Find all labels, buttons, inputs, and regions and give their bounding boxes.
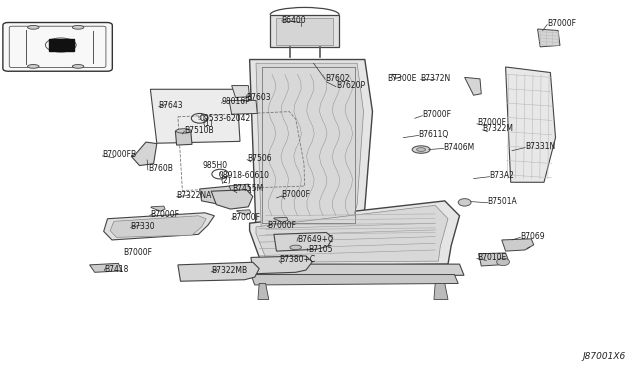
Circle shape bbox=[458, 199, 471, 206]
Text: B73A2: B73A2 bbox=[490, 171, 515, 180]
Text: B7406M: B7406M bbox=[444, 143, 475, 152]
Ellipse shape bbox=[28, 65, 39, 68]
Ellipse shape bbox=[72, 65, 84, 68]
Text: 08918-60610: 08918-60610 bbox=[218, 171, 269, 180]
Ellipse shape bbox=[28, 25, 39, 29]
Polygon shape bbox=[229, 184, 251, 195]
Text: B7643: B7643 bbox=[159, 101, 183, 110]
Text: B7501A: B7501A bbox=[488, 197, 517, 206]
Polygon shape bbox=[506, 67, 556, 182]
Polygon shape bbox=[90, 263, 122, 272]
Text: B7418: B7418 bbox=[104, 265, 129, 274]
Polygon shape bbox=[256, 205, 448, 262]
Text: B7380+C: B7380+C bbox=[279, 255, 315, 264]
Polygon shape bbox=[270, 15, 339, 46]
FancyBboxPatch shape bbox=[3, 22, 113, 71]
Text: B7620P: B7620P bbox=[336, 81, 365, 90]
Polygon shape bbox=[175, 131, 192, 145]
Polygon shape bbox=[251, 256, 312, 274]
Polygon shape bbox=[465, 77, 481, 95]
Text: B7322NA: B7322NA bbox=[177, 191, 212, 200]
Text: B7000FB: B7000FB bbox=[102, 150, 136, 159]
Polygon shape bbox=[250, 201, 460, 266]
Polygon shape bbox=[538, 29, 560, 47]
Polygon shape bbox=[229, 100, 257, 114]
Text: B7000F: B7000F bbox=[282, 190, 310, 199]
Polygon shape bbox=[258, 283, 269, 299]
Polygon shape bbox=[251, 275, 458, 285]
Text: 09533-62042: 09533-62042 bbox=[200, 114, 251, 123]
Polygon shape bbox=[250, 60, 372, 231]
Polygon shape bbox=[131, 142, 157, 166]
Polygon shape bbox=[256, 63, 364, 226]
Polygon shape bbox=[274, 217, 288, 222]
Text: B7000F: B7000F bbox=[150, 210, 179, 219]
Text: B7322M: B7322M bbox=[483, 124, 513, 133]
Polygon shape bbox=[243, 264, 464, 277]
Text: (2): (2) bbox=[220, 176, 231, 185]
Text: B7331N: B7331N bbox=[525, 142, 555, 151]
Text: B7330: B7330 bbox=[131, 222, 155, 231]
Ellipse shape bbox=[417, 148, 426, 151]
Text: B760B: B760B bbox=[148, 164, 173, 173]
Ellipse shape bbox=[72, 25, 84, 29]
Text: B7000F: B7000F bbox=[123, 248, 152, 257]
Polygon shape bbox=[211, 190, 253, 209]
Polygon shape bbox=[178, 262, 259, 281]
Text: B7300E: B7300E bbox=[387, 74, 417, 83]
Ellipse shape bbox=[176, 129, 191, 133]
Text: B7510B: B7510B bbox=[184, 126, 214, 135]
Text: B7603: B7603 bbox=[246, 93, 270, 102]
Polygon shape bbox=[104, 213, 214, 240]
Text: B7455M: B7455M bbox=[232, 185, 264, 193]
Polygon shape bbox=[151, 206, 165, 211]
Text: B7000F: B7000F bbox=[268, 221, 296, 230]
Text: 985H0: 985H0 bbox=[202, 161, 227, 170]
Text: (1): (1) bbox=[202, 119, 213, 128]
Polygon shape bbox=[150, 89, 240, 143]
Ellipse shape bbox=[290, 245, 301, 250]
Text: S: S bbox=[198, 116, 202, 121]
Text: B7506: B7506 bbox=[247, 154, 271, 163]
Text: 98016P: 98016P bbox=[221, 97, 250, 106]
Text: B7000F: B7000F bbox=[477, 118, 506, 127]
Circle shape bbox=[497, 258, 509, 266]
Polygon shape bbox=[434, 283, 448, 299]
Text: B7649+C: B7649+C bbox=[297, 235, 333, 244]
Text: B6400: B6400 bbox=[282, 16, 306, 25]
Text: J87001X6: J87001X6 bbox=[582, 352, 626, 361]
Text: B7105: B7105 bbox=[308, 246, 332, 254]
Bar bbox=[49, 39, 74, 51]
Ellipse shape bbox=[412, 146, 430, 153]
Text: B7000F: B7000F bbox=[422, 110, 451, 119]
Text: B7010E: B7010E bbox=[477, 253, 506, 262]
Polygon shape bbox=[502, 239, 534, 251]
Text: B7000F: B7000F bbox=[547, 19, 576, 28]
Polygon shape bbox=[479, 253, 508, 266]
Polygon shape bbox=[276, 18, 333, 45]
Polygon shape bbox=[237, 210, 251, 215]
Polygon shape bbox=[200, 186, 237, 205]
Polygon shape bbox=[274, 232, 333, 251]
Polygon shape bbox=[232, 86, 250, 97]
Polygon shape bbox=[110, 216, 206, 237]
Text: B7000F: B7000F bbox=[232, 214, 260, 222]
Text: B7322MB: B7322MB bbox=[211, 266, 247, 275]
Text: B7611Q: B7611Q bbox=[419, 130, 449, 139]
Text: B7069: B7069 bbox=[520, 232, 545, 241]
Text: B7372N: B7372N bbox=[420, 74, 451, 83]
Text: N: N bbox=[218, 171, 222, 177]
Text: B7602: B7602 bbox=[325, 74, 349, 83]
